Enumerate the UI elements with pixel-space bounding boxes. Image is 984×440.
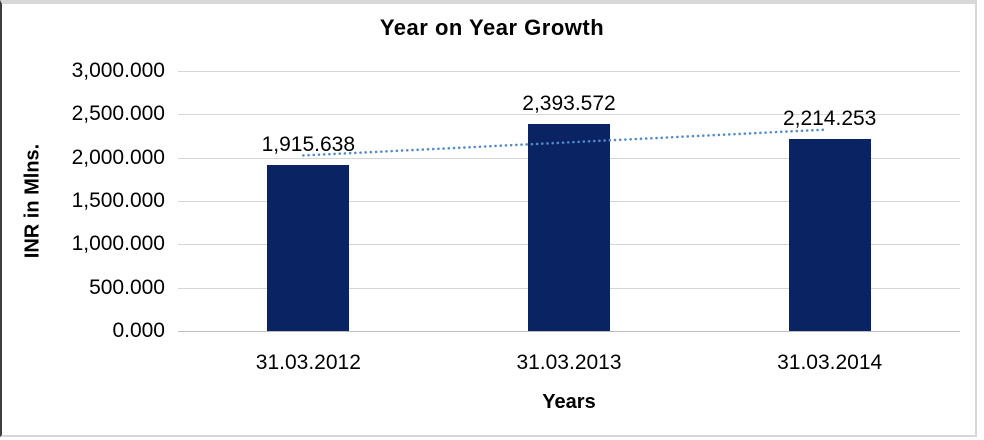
- gridline: [178, 71, 960, 72]
- y-tick-label: 1,000.000: [71, 232, 165, 256]
- y-tick-label: 2,000.000: [71, 145, 165, 169]
- plot-area: 1,915.638 2,393.572 2,214.253: [178, 71, 960, 332]
- bar: [528, 123, 610, 331]
- y-tick-label: 2,500.000: [71, 102, 165, 126]
- chart-title: Year on Year Growth: [379, 15, 605, 40]
- x-axis-title: Years: [542, 391, 596, 413]
- trendline: [302, 128, 828, 157]
- bar: [267, 164, 350, 331]
- bar-data-label: 2,393.572: [522, 91, 616, 115]
- bar-data-label: 2,214.253: [782, 107, 877, 131]
- x-category-label: 31.03.2013: [516, 351, 622, 374]
- x-category-label: 31.03.2014: [777, 351, 883, 374]
- bar-data-label: 1,915.638: [261, 132, 356, 156]
- bar: [788, 139, 871, 331]
- y-tick-label: 0.000: [112, 319, 165, 342]
- y-tick-label: 500.000: [89, 275, 165, 299]
- x-axis-line: [178, 331, 960, 332]
- x-category-label: 31.03.2012: [255, 351, 361, 374]
- y-tick-label: 3,000.000: [71, 59, 165, 82]
- y-tick-label: 1,500.000: [71, 189, 165, 212]
- gridline: [178, 114, 960, 116]
